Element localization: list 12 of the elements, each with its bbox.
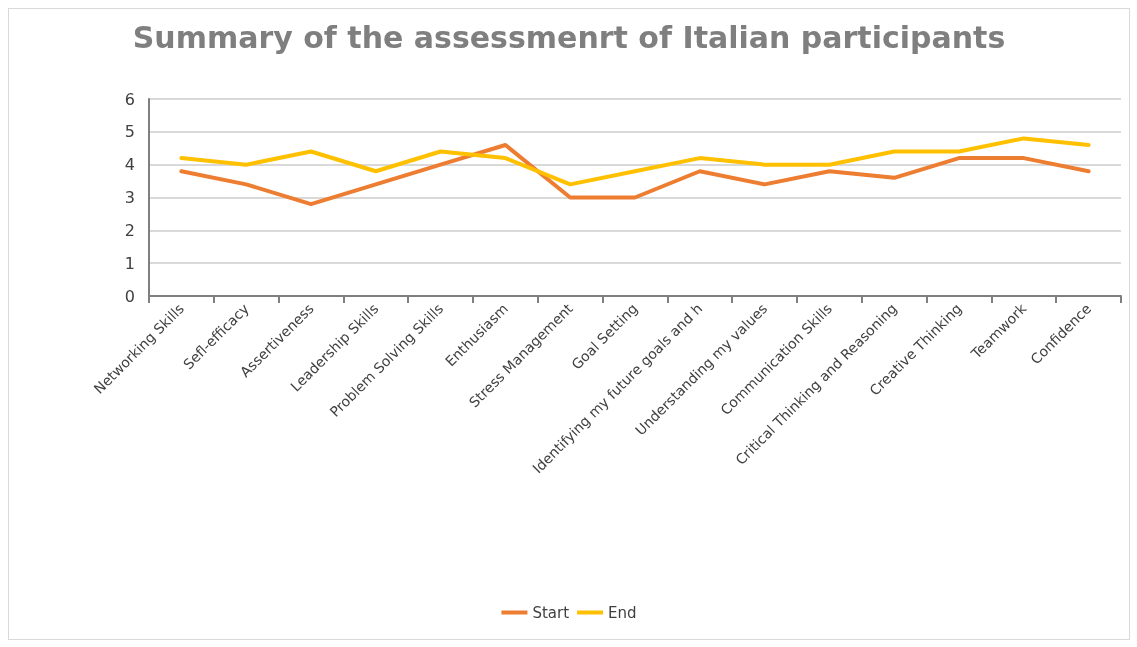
y-tick-label: 0 [124,286,135,306]
line-series [179,142,1091,207]
legend-label: Start [532,603,570,622]
y-tick-label: 1 [124,253,135,273]
legend-label: End [608,603,637,622]
y-tick-label: 4 [124,155,135,175]
y-tick-label: 2 [124,220,135,240]
y-tick-label: 3 [124,188,135,207]
y-tick-label: 5 [124,122,135,142]
line-series [179,136,1091,187]
y-tick-label: 6 [124,89,135,109]
chart-title: Summary of the assessmenrt of Italian participants [132,19,1006,55]
